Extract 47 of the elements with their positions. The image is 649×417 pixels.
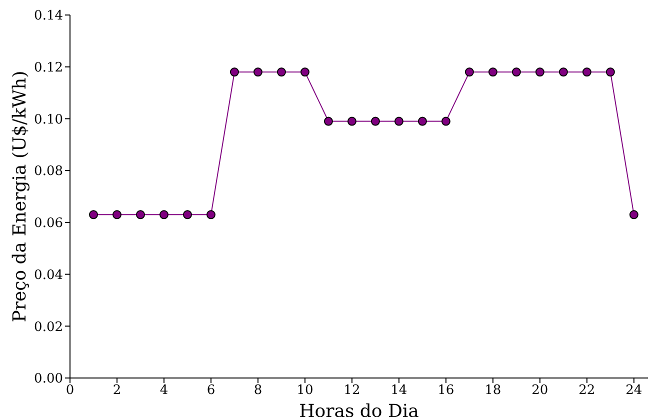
- y-tick-label: 0.14: [34, 8, 63, 24]
- point: [112, 210, 122, 220]
- x-tick-label: 20: [532, 383, 548, 398]
- x-tick-label: 6: [206, 383, 216, 398]
- point: [300, 68, 310, 77]
- point: [88, 210, 98, 220]
- y-tick-label: 0.10: [34, 112, 63, 128]
- x-tick-label: 0: [66, 383, 74, 398]
- x-axis-title: Horas do Dia: [299, 401, 420, 417]
- point: [347, 116, 356, 126]
- x-tick-label: 12: [344, 383, 360, 398]
- point: [512, 68, 521, 77]
- x-tick-label: 24: [626, 383, 642, 398]
- y-tick-label: 0.12: [34, 60, 63, 76]
- point: [558, 68, 568, 77]
- point: [441, 116, 450, 126]
- point: [182, 210, 192, 220]
- x-tick-label: 10: [296, 383, 314, 398]
- point: [582, 68, 592, 77]
- y-tick-label: 0.00: [34, 372, 63, 387]
- point: [370, 116, 380, 126]
- point: [629, 210, 638, 220]
- y-tick-label: 0.02: [34, 320, 63, 335]
- x-tick-label: 16: [438, 383, 454, 398]
- point: [418, 116, 427, 126]
- x-tick-label: 14: [390, 383, 408, 398]
- point: [276, 68, 286, 77]
- x-tick-label: 4: [160, 383, 168, 398]
- x-tick-label: 22: [578, 383, 596, 398]
- x-tick-label: 2: [112, 383, 122, 398]
- y-tick-label: 0.06: [34, 216, 63, 232]
- point: [464, 68, 474, 77]
- point: [206, 210, 216, 220]
- point: [394, 116, 404, 126]
- point: [136, 210, 145, 220]
- x-tick-label: 8: [254, 383, 262, 398]
- point: [253, 68, 262, 77]
- point: [535, 68, 544, 77]
- y-axis-title: Preço da Energia (U$/kWh): [10, 70, 30, 322]
- y-tick-label: 0.04: [34, 268, 63, 283]
- point: [606, 68, 615, 77]
- y-tick-label: 0.08: [34, 164, 63, 180]
- point: [488, 68, 498, 77]
- point: [230, 68, 239, 77]
- x-tick-label: 18: [484, 383, 502, 398]
- point: [324, 116, 333, 126]
- point: [159, 210, 168, 220]
